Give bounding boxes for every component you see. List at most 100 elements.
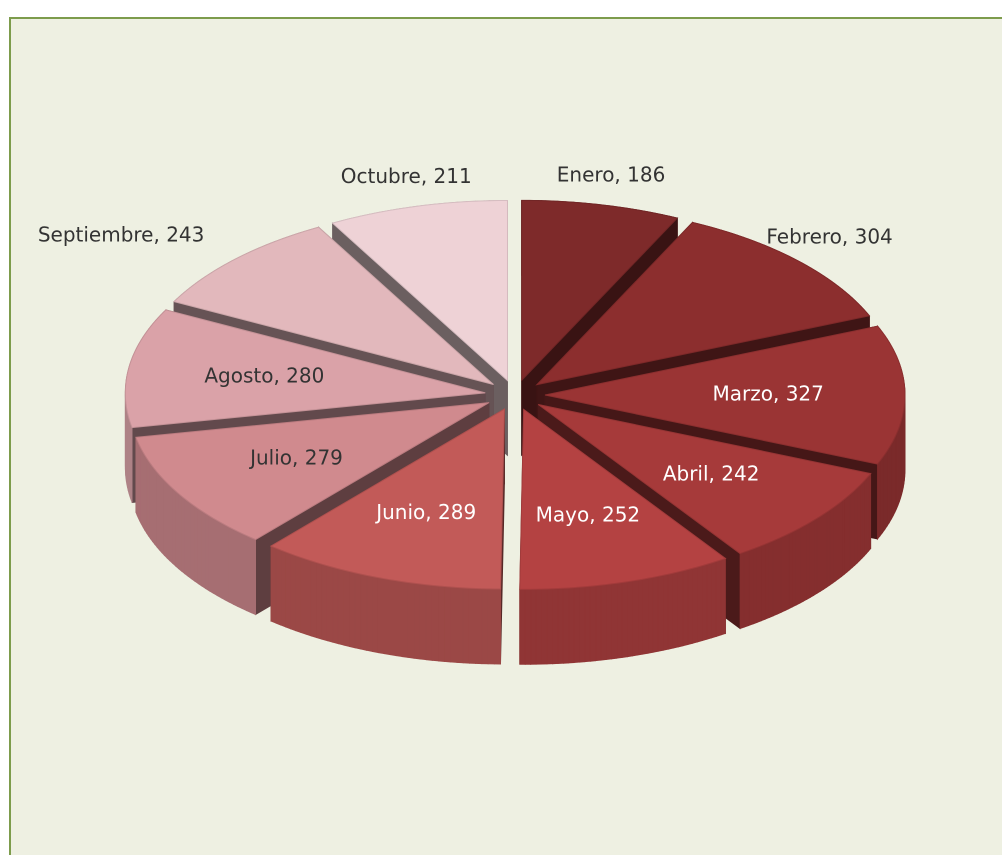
slice-side (431, 584, 439, 662)
slice-side (172, 487, 176, 567)
slice-side (838, 500, 843, 580)
slice-side (711, 560, 717, 639)
slice-side (130, 424, 133, 503)
slice (135, 402, 490, 541)
data-label: Abril, 242 (663, 462, 760, 486)
slice-side (823, 511, 828, 590)
slice-side (468, 587, 476, 664)
slice-side (300, 556, 307, 635)
slice (535, 221, 871, 386)
slice-side (228, 526, 234, 605)
slice-side (697, 565, 703, 643)
slice-side (584, 585, 591, 663)
slice-side (642, 577, 649, 655)
slice-side (595, 584, 602, 662)
slice-side (557, 587, 564, 664)
slice-side (212, 517, 218, 597)
slice-side (321, 563, 328, 642)
slice-side (799, 525, 804, 604)
slice-side (354, 572, 362, 650)
slice-side (250, 536, 257, 616)
slice-side (401, 581, 409, 658)
slice-side (677, 570, 684, 648)
slice-side (788, 531, 793, 610)
slice-side (425, 584, 433, 661)
slice-side (332, 566, 339, 645)
data-label: Junio, 289 (374, 500, 476, 524)
pie (124, 199, 906, 665)
slice (537, 403, 872, 555)
slice-side (652, 575, 659, 653)
slice-side (835, 502, 840, 582)
data-label: Agosto, 280 (204, 364, 324, 388)
slice-side (795, 527, 801, 606)
slice-side (813, 517, 818, 597)
slice-side (739, 551, 745, 630)
slice-side (389, 579, 397, 657)
slice-side (220, 522, 226, 601)
slice-side (233, 528, 239, 608)
slice (331, 199, 508, 382)
slice-side (672, 571, 679, 649)
slice-side (764, 541, 770, 620)
slice-side (626, 580, 633, 658)
slice-side (383, 578, 391, 656)
slice (544, 325, 906, 465)
slice-side (201, 510, 206, 590)
slice-side (573, 586, 580, 664)
slice-side (756, 545, 762, 624)
slice-side (562, 587, 570, 664)
data-label: Octubre, 211 (341, 164, 472, 188)
slice-side (706, 562, 713, 640)
slice-side (450, 586, 458, 663)
slice-side (493, 588, 501, 665)
slice-side (237, 530, 243, 610)
slice-side (481, 588, 489, 665)
slice-side (280, 549, 286, 628)
data-label: Febrero, 304 (766, 225, 892, 249)
slice-side (524, 588, 532, 665)
slice-side (701, 563, 708, 642)
slice-side (720, 557, 726, 636)
slice-side (419, 583, 427, 661)
slice-side (178, 492, 182, 572)
slice (269, 408, 505, 590)
slice-side (246, 534, 252, 614)
slice-side (841, 498, 845, 578)
slice-side (611, 582, 618, 660)
slice-side (377, 577, 385, 655)
data-label: Marzo, 327 (713, 382, 824, 406)
slice-side (310, 560, 317, 639)
slice-side (647, 576, 654, 654)
slice (124, 309, 486, 429)
slice-side (413, 582, 421, 660)
slice-side (621, 581, 628, 658)
slice-side (190, 502, 196, 582)
slice-side (752, 546, 758, 625)
slice-side (295, 555, 302, 634)
slice-side (535, 588, 542, 665)
slice-side (395, 580, 403, 658)
data-label: Enero, 186 (557, 162, 666, 186)
slice-side (285, 551, 291, 630)
slice (521, 199, 679, 382)
slice-side (809, 519, 815, 599)
slice-side (487, 588, 495, 665)
slice-side (829, 507, 834, 586)
slice-side (844, 496, 848, 575)
slice-side (780, 534, 786, 613)
slice-side (175, 490, 179, 570)
slice-side (667, 572, 674, 650)
slice-side (197, 507, 203, 587)
slice (519, 408, 727, 590)
slice-side (589, 585, 597, 662)
slice-side (832, 504, 837, 584)
slice-side (682, 569, 689, 647)
slice-side (687, 567, 694, 646)
slice-side (748, 548, 754, 627)
slice-side (546, 588, 553, 665)
slice-side (637, 578, 644, 656)
data-label: Mayo, 252 (536, 503, 640, 527)
slice-side (600, 584, 607, 661)
